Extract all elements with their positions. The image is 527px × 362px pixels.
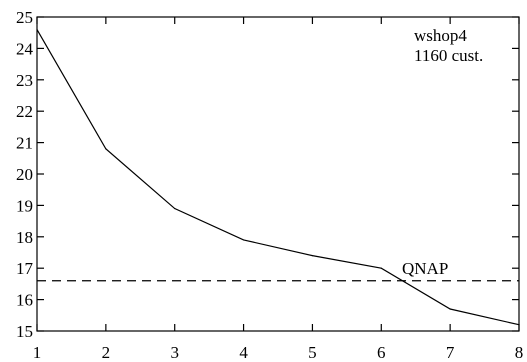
data-point [174,207,176,210]
y-tick-label: 16 [16,291,33,310]
x-tick-label: 8 [515,343,524,362]
data-point [518,324,520,326]
reference-line-label: QNAP [402,259,448,278]
y-tick-label: 20 [16,165,33,184]
y-tick-label: 21 [16,134,33,153]
data-point [36,28,38,31]
x-tick-label: 1 [33,343,42,362]
y-tick-label: 25 [16,8,33,27]
x-tick-label: 4 [239,343,248,362]
y-tick-label: 17 [16,259,34,278]
data-point [105,148,107,150]
x-axis-ticks: 1 2 3 4 5 6 7 8 [33,17,524,362]
y-tick-label: 15 [16,322,33,341]
x-tick-label: 6 [377,343,386,362]
x-tick-label: 3 [170,343,179,362]
series-points [36,28,520,326]
annotation-workshop: wshop4 [414,26,467,45]
y-tick-label: 24 [16,39,34,58]
data-point [242,239,245,241]
data-point [311,255,314,257]
x-tick-label: 2 [102,343,111,362]
series-line [36,29,520,326]
x-tick-label: 7 [446,343,455,362]
y-tick-label: 23 [16,71,33,90]
y-tick-label: 19 [16,196,33,215]
data-point [380,267,382,269]
x-tick-label: 5 [308,343,317,362]
y-tick-label: 18 [16,228,33,247]
y-tick-label: 22 [16,102,33,121]
y-axis-ticks: 15 16 17 18 19 20 21 22 23 24 25 [16,8,519,341]
annotation-customers: 1160 cust. [414,46,483,65]
data-point [449,308,451,310]
